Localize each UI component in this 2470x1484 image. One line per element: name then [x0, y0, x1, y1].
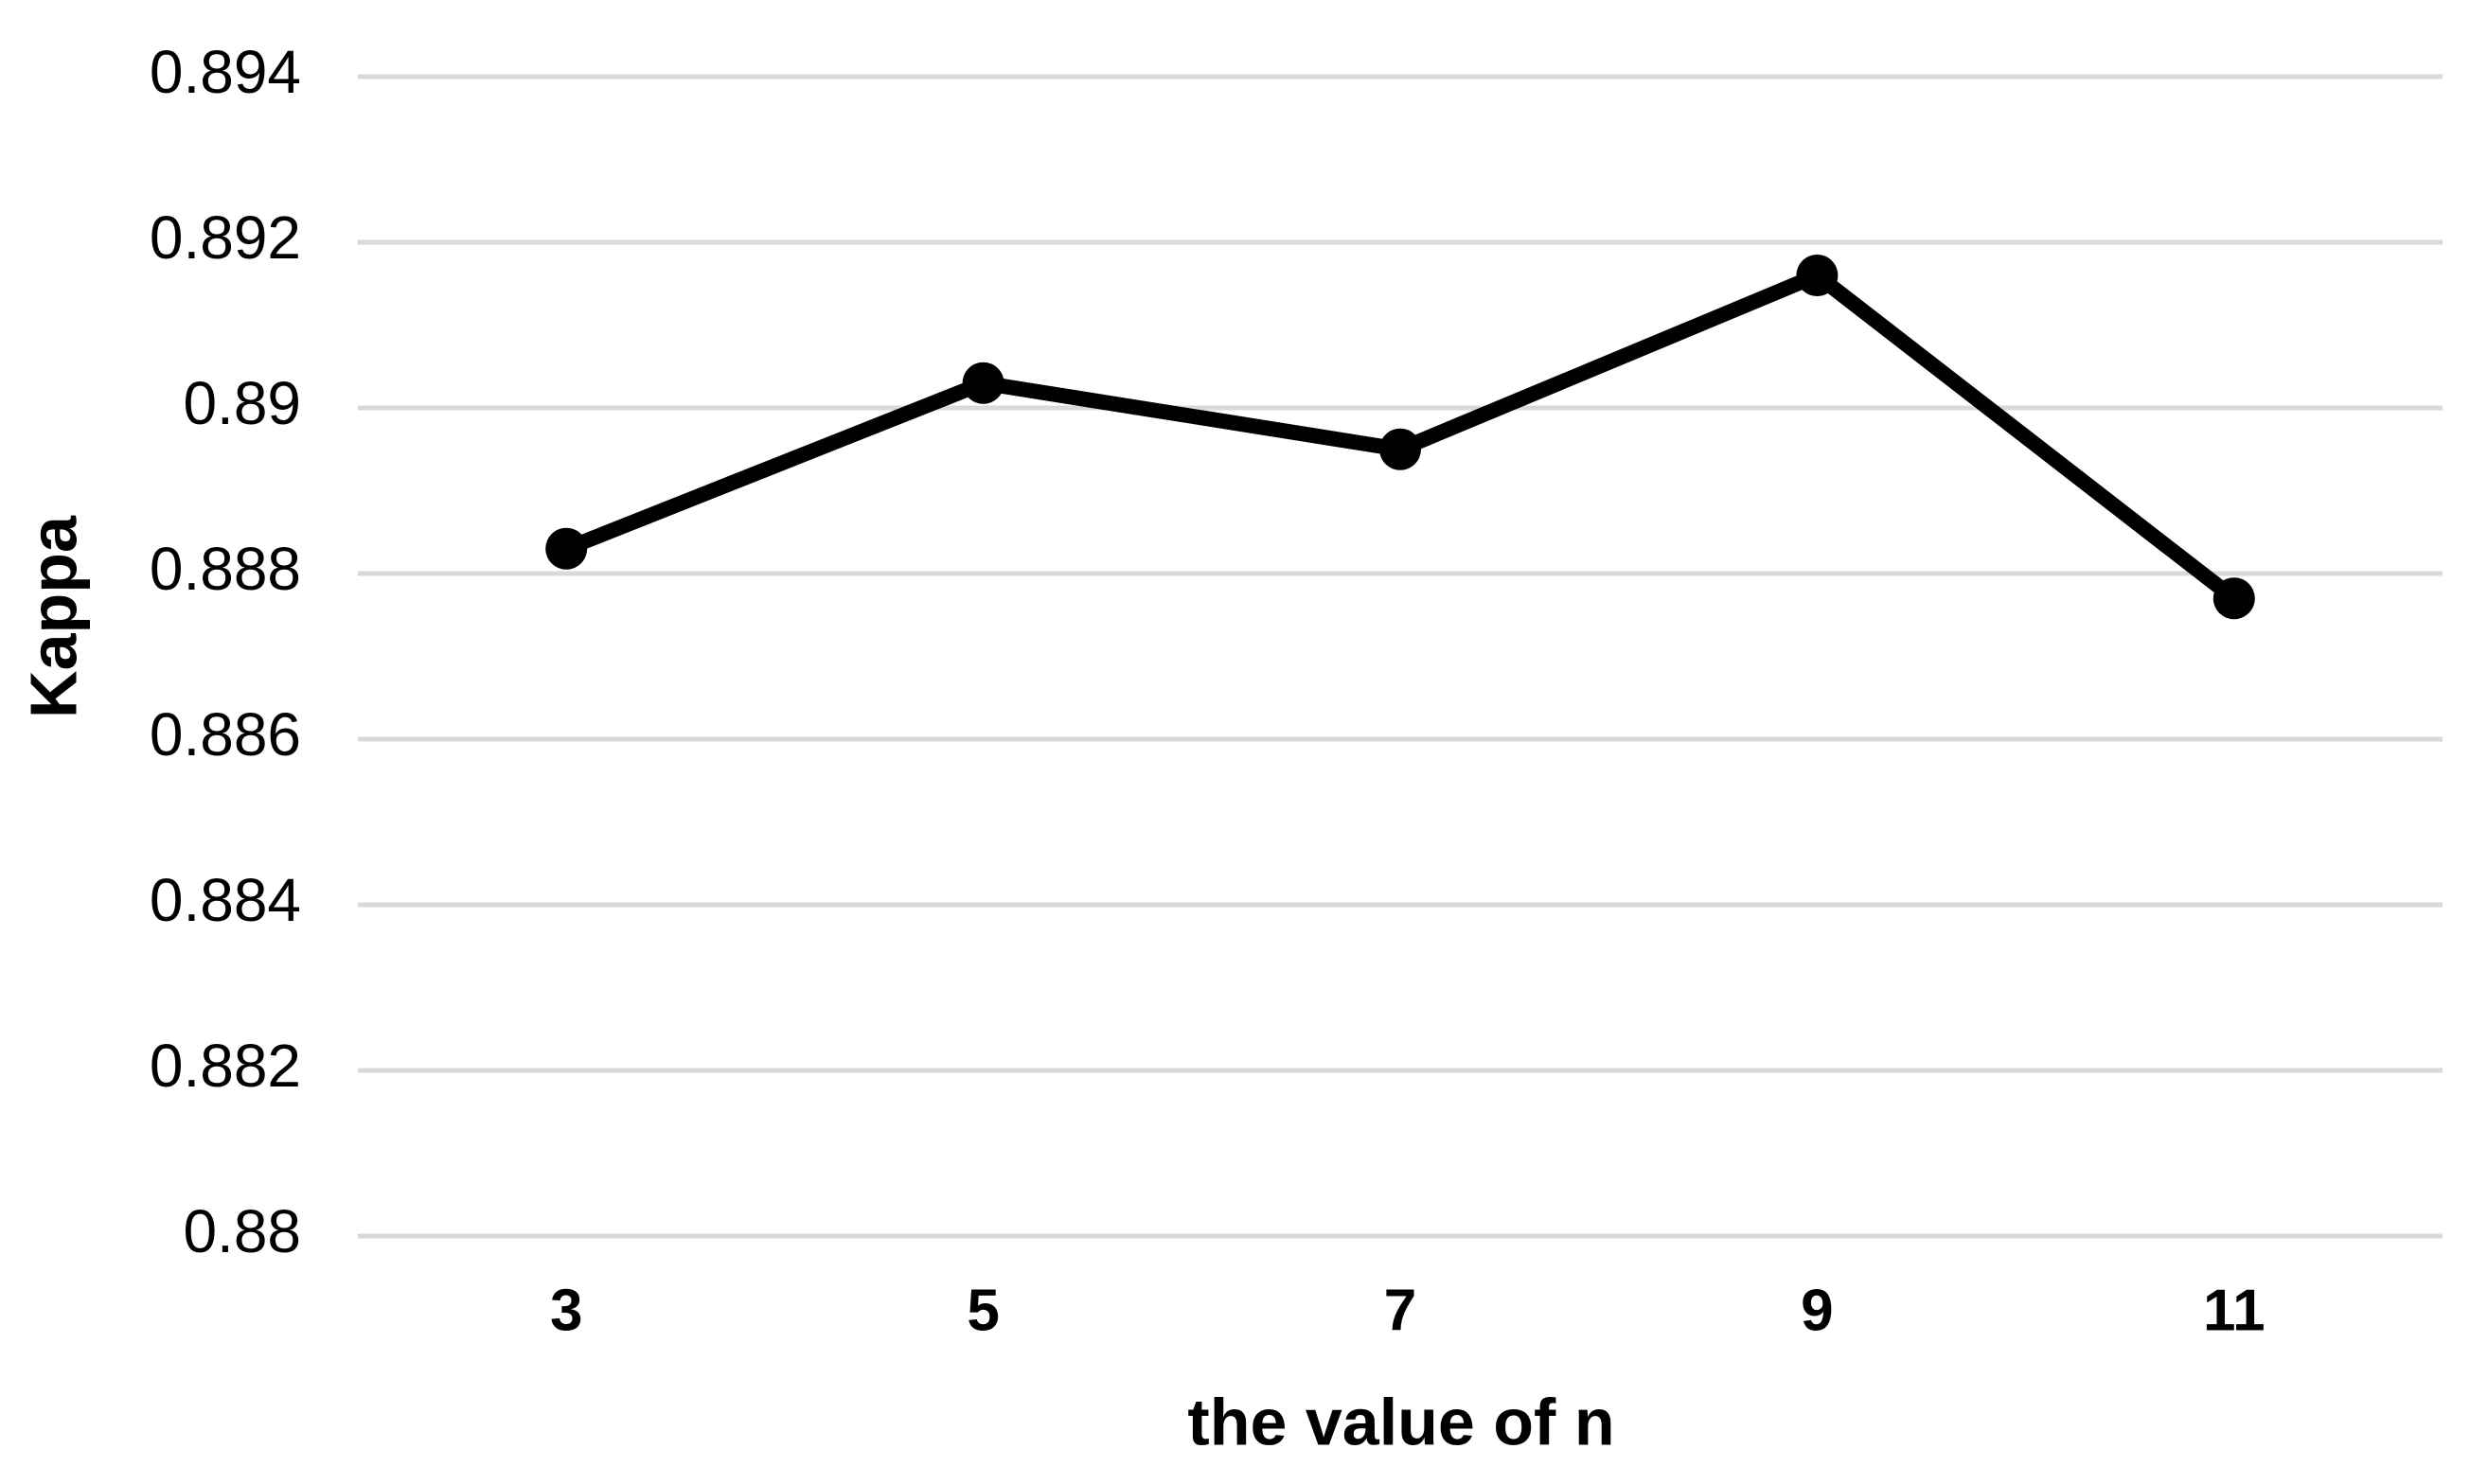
y-tick-label: 0.888 — [150, 535, 301, 603]
x-tick-label: 9 — [1801, 1278, 1833, 1343]
y-tick-label: 0.89 — [183, 369, 301, 437]
marker — [962, 362, 1004, 404]
y-tick-label: 0.892 — [150, 203, 301, 272]
marker — [1796, 255, 1839, 296]
x-tick-label: 3 — [550, 1278, 582, 1343]
marker — [545, 527, 588, 570]
x-tick-label: 7 — [1384, 1278, 1416, 1343]
y-tick-label: 0.88 — [183, 1197, 301, 1265]
y-tick-label: 0.882 — [150, 1032, 301, 1100]
y-tick-label: 0.894 — [150, 38, 301, 106]
x-axis-title: the value of n — [1187, 1385, 1614, 1458]
marker — [2212, 577, 2255, 620]
marker — [1379, 428, 1421, 470]
y-tick-label: 0.886 — [150, 700, 301, 768]
x-tick-label: 5 — [967, 1278, 999, 1343]
y-axis-title: Kappa — [16, 515, 90, 718]
x-tick-label: 11 — [2203, 1278, 2266, 1343]
y-tick-label: 0.884 — [150, 866, 301, 934]
